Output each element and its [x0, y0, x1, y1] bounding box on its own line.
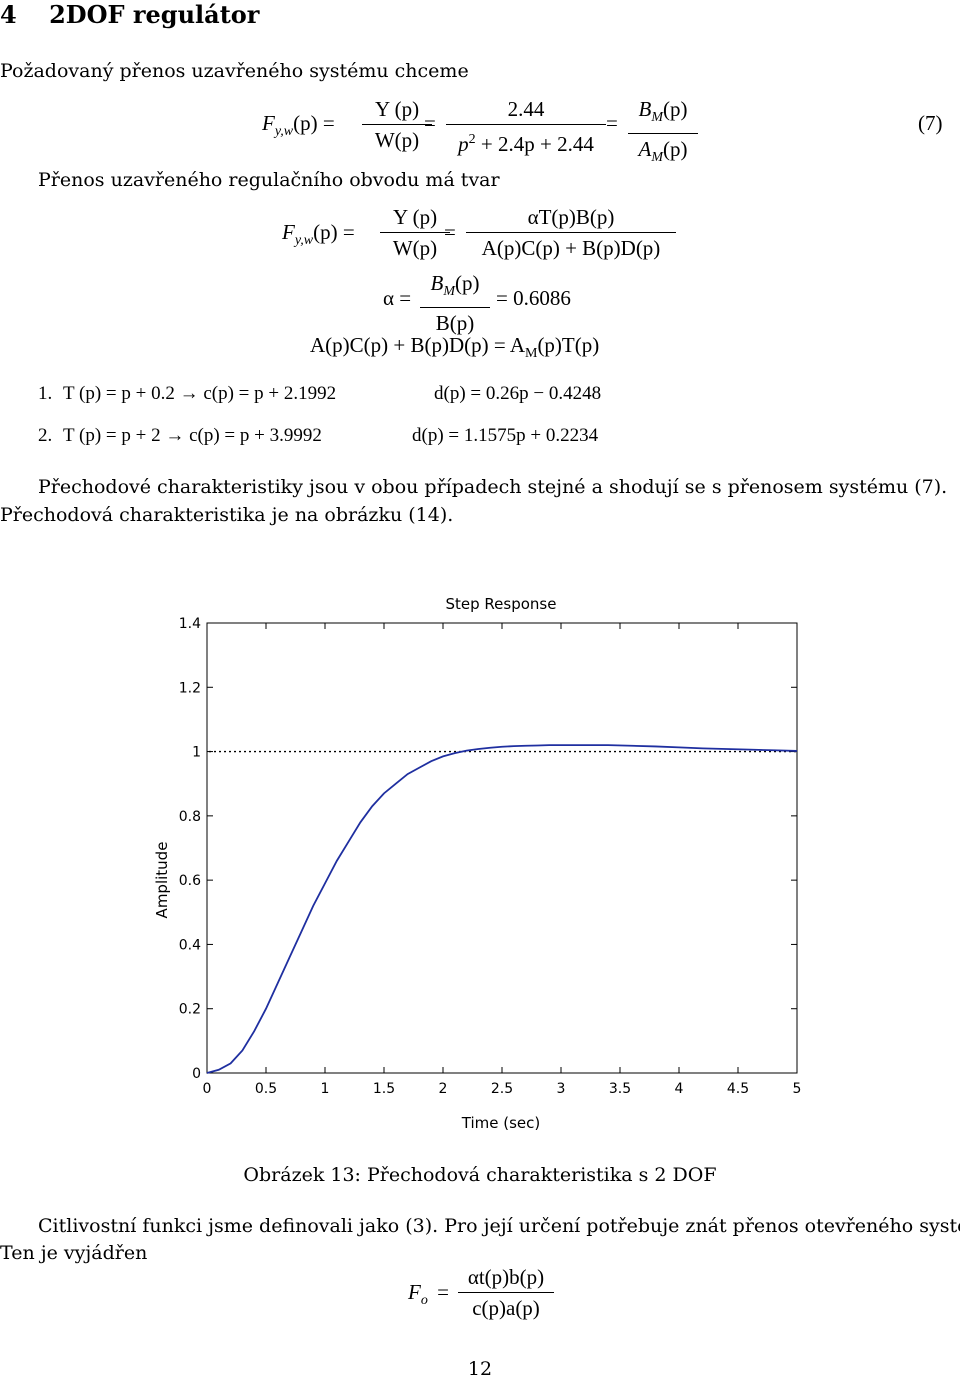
- case-2-number: 2.: [38, 425, 53, 446]
- eqo-lhs: F: [408, 1280, 421, 1304]
- eq7-frac1: Y (p) W(p): [362, 96, 432, 153]
- eqc-frac2-den: A(p)C(p) + B(p)D(p): [481, 236, 661, 260]
- eq7-frac3-num-arg: (p): [663, 97, 688, 121]
- eqo-frac-num: αt(p)b(p): [467, 1265, 545, 1289]
- y-tick-label: 0: [192, 1066, 201, 1082]
- eqc-frac1-num: Y (p): [392, 205, 438, 229]
- eqc-frac1-den: W(p): [392, 236, 438, 260]
- x-tick-label: 5: [793, 1081, 802, 1097]
- eq7-equals-1: =: [424, 111, 436, 135]
- closed-loop-text: Přenos uzavřeného regulačního obvodu má …: [38, 169, 500, 191]
- section-heading: 4 2DOF regulátor: [0, 0, 259, 29]
- case-1-t: T (p) = p + 0.2 → c(p) = p + 2.1992: [63, 383, 337, 404]
- eqc-frac2-num: αT(p)B(p): [527, 205, 615, 229]
- section-number: 4: [0, 0, 17, 29]
- case-1-d: d(p) = 0.26p − 0.4248: [434, 383, 602, 404]
- case-2-t: T (p) = p + 2 → c(p) = p + 3.9992: [63, 425, 322, 446]
- eqc-equals: =: [444, 220, 456, 244]
- x-ticks: 0 0.5 1 1.5 2 2.5 3 3.5 4 4.5 5: [203, 623, 802, 1097]
- dioph-sub: M: [524, 346, 538, 362]
- eq7-frac1-num: Y (p): [374, 97, 420, 121]
- eqo-frac-den: c(p)a(p): [472, 1296, 540, 1320]
- case-1: 1. T (p) = p + 0.2 → c(p) = p + 2.1992: [38, 383, 336, 405]
- eq7-frac3-den-sub: M: [651, 150, 663, 166]
- eq7-frac2-den: p2 + 2.4p + 2.44: [446, 127, 606, 157]
- x-axis-label: Time (sec): [461, 1114, 540, 1132]
- x-tick-label: 4: [675, 1081, 684, 1097]
- alpha-num-sub: M: [443, 284, 455, 300]
- eq7-frac2-den-rest: + 2.4p + 2.44: [475, 132, 594, 156]
- eqc-lhs-sub: y,w: [294, 233, 314, 249]
- eq7-frac3-den: AM(p): [628, 136, 698, 171]
- paragraph-2-line-2: Ten je vyjádřen: [0, 1242, 148, 1264]
- y-ticks: 0 0.2 0.4 0.6 0.8 1 1.2 1.4: [179, 616, 797, 1082]
- section-title: 2DOF regulátor: [49, 0, 260, 29]
- case-1-number: 1.: [38, 383, 53, 404]
- y-tick-label: 1.2: [179, 680, 201, 696]
- eqc-lhs-arg: (p) =: [313, 220, 355, 244]
- eq7-equals-2: =: [606, 111, 618, 135]
- eq7-frac2-num: 2.44: [507, 97, 545, 121]
- figure-caption: Obrázek 13: Přechodová charakteristika s…: [243, 1164, 717, 1186]
- chart-title: Step Response: [446, 595, 557, 613]
- alpha-frac-den: B(p): [435, 311, 475, 336]
- step-response-chart: Step Response Amplitude Time (sec) 00.20…: [153, 595, 802, 1132]
- eq7-frac3-den-a: A: [638, 137, 652, 162]
- alpha-lhs: α =: [383, 286, 412, 310]
- y-tick-label: 0.4: [179, 937, 201, 953]
- eqc-frac1: Y (p) W(p): [380, 204, 450, 261]
- eq7-frac3-den-arg: (p): [663, 137, 688, 162]
- paragraph-2-line-1: Citlivostní funkci jsme definovali jako …: [38, 1215, 960, 1237]
- eq7-frac2: 2.44 p2 + 2.4p + 2.44: [446, 96, 606, 157]
- case-2-d: d(p) = 1.1575p + 0.2234: [412, 425, 599, 446]
- dioph-right: (p)T(p): [537, 333, 600, 357]
- alpha-num-arg: (p): [455, 271, 480, 295]
- eq7-lhs-arg: (p) =: [293, 111, 335, 135]
- y-axis-label: Amplitude: [153, 842, 171, 919]
- x-tick-label: 1.5: [373, 1081, 395, 1097]
- paragraph-1-line-1: Přechodové charakteristiky jsou v obou p…: [38, 476, 948, 498]
- x-tick-label: 2: [439, 1081, 448, 1097]
- alpha-frac: BM(p) B(p): [420, 270, 490, 336]
- eq7-frac3-num: BM(p): [628, 96, 698, 131]
- eq7-lhs: F: [262, 111, 275, 135]
- eqc-frac2: αT(p)B(p) A(p)C(p) + B(p)D(p): [466, 204, 676, 261]
- y-tick-label: 0.8: [179, 809, 201, 825]
- dioph-left: A(p)C(p) + B(p)D(p) = A: [310, 333, 525, 357]
- x-tick-label: 2.5: [491, 1081, 513, 1097]
- eqo-lhs-sub: o: [420, 1293, 428, 1309]
- eq7-frac2-den-sup: 2: [468, 132, 476, 147]
- x-tick-label: 0: [203, 1081, 212, 1097]
- x-tick-label: 3: [557, 1081, 566, 1097]
- x-tick-label: 1: [321, 1081, 330, 1097]
- x-tick-label: 0.5: [255, 1081, 277, 1097]
- paragraph-1-line-2: Přechodová charakteristika je na obrázku…: [0, 504, 454, 526]
- eq7-frac1-den: W(p): [374, 128, 420, 152]
- eq7-frac3: BM(p) AM(p): [628, 96, 698, 171]
- series-line: [206, 744, 798, 1074]
- plot-frame: [206, 622, 798, 1074]
- eq7-frac2-den-p: p: [458, 132, 469, 156]
- y-tick-label: 0.2: [179, 1002, 201, 1018]
- eqo-frac: αt(p)b(p) c(p)a(p): [458, 1264, 554, 1321]
- eq7-lhs-sub: y,w: [274, 124, 294, 140]
- eqc-lhs: F: [282, 220, 295, 244]
- x-tick-label: 4.5: [727, 1081, 749, 1097]
- y-tick-label: 1: [192, 745, 201, 761]
- case-2: 2. T (p) = p + 2 → c(p) = p + 3.9992: [38, 425, 322, 447]
- eq7-frac3-num-sub: M: [651, 110, 663, 126]
- alpha-frac-num: BM(p): [420, 270, 490, 305]
- alpha-num-b: B: [430, 271, 444, 295]
- page-number: 12: [467, 1358, 493, 1380]
- intro-text: Požadovaný přenos uzavřeného systému chc…: [0, 60, 469, 82]
- equation-diophantine: A(p)C(p) + B(p)D(p) = AM(p)T(p): [310, 333, 599, 362]
- eqo-equals: =: [437, 1280, 449, 1304]
- y-tick-label: 1.4: [179, 616, 201, 632]
- alpha-rhs: = 0.6086: [496, 286, 571, 310]
- eq7-frac3-num-b: B: [638, 97, 652, 121]
- x-tick-label: 3.5: [609, 1081, 631, 1097]
- equation-tag-7: (7): [918, 111, 943, 135]
- y-tick-label: 0.6: [179, 873, 201, 889]
